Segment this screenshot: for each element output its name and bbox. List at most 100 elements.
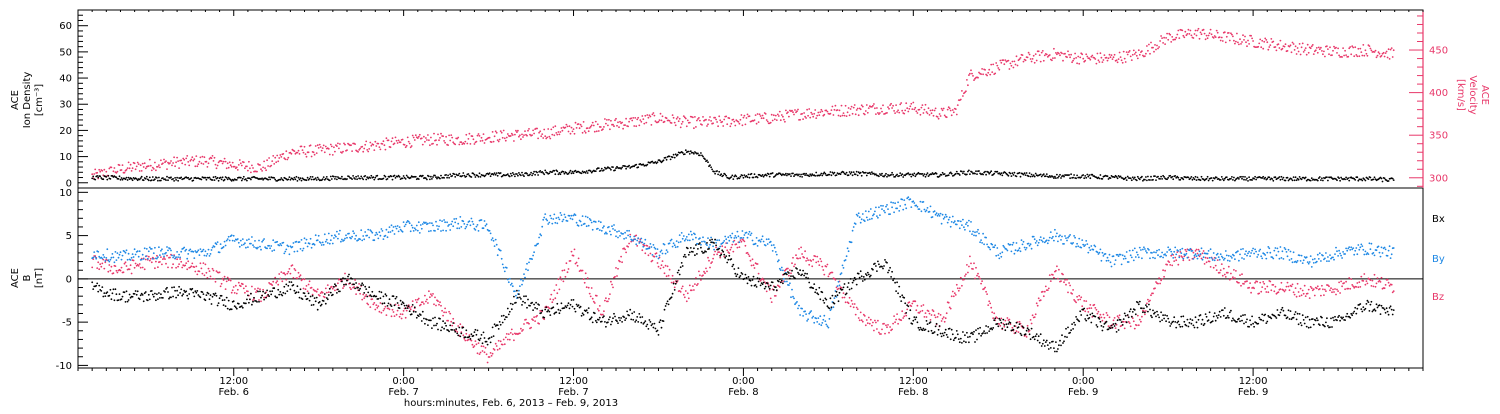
- data-point: [413, 230, 415, 232]
- data-point: [1086, 243, 1088, 245]
- data-point: [1076, 296, 1078, 298]
- data-point: [1340, 281, 1342, 283]
- data-point: [1016, 176, 1018, 178]
- data-point: [469, 133, 471, 135]
- data-point: [1356, 176, 1358, 178]
- data-point: [1336, 52, 1338, 54]
- data-point: [866, 104, 868, 106]
- data-point: [659, 255, 661, 257]
- data-point: [411, 225, 413, 227]
- data-point: [328, 233, 330, 235]
- data-point: [1008, 175, 1010, 177]
- data-point: [326, 292, 328, 294]
- data-point: [975, 267, 977, 269]
- data-point: [599, 229, 601, 231]
- data-point: [1141, 50, 1143, 52]
- data-point: [214, 179, 216, 181]
- data-point: [891, 206, 893, 208]
- data-point: [1212, 180, 1214, 182]
- data-point: [999, 325, 1001, 327]
- data-point: [1221, 37, 1223, 39]
- data-point: [334, 151, 336, 153]
- data-point: [1077, 56, 1079, 58]
- data-point: [299, 276, 301, 278]
- data-point: [767, 243, 769, 245]
- data-point: [987, 171, 989, 173]
- data-point: [597, 123, 599, 125]
- data-point: [1110, 261, 1112, 263]
- data-point: [412, 135, 414, 137]
- data-point: [793, 266, 795, 268]
- data-point: [394, 315, 396, 317]
- data-point: [636, 245, 638, 247]
- data-point: [1056, 233, 1058, 235]
- data-point: [1222, 275, 1224, 277]
- data-point: [1321, 285, 1323, 287]
- data-point: [493, 240, 495, 242]
- data-point: [965, 223, 967, 225]
- data-point: [244, 242, 246, 244]
- data-point: [681, 123, 683, 125]
- data-point: [462, 220, 464, 222]
- data-point: [1309, 297, 1311, 299]
- data-point: [268, 245, 270, 247]
- data-point: [880, 174, 882, 176]
- data-point: [959, 287, 961, 289]
- data-point: [861, 319, 863, 321]
- data-point: [857, 175, 859, 177]
- data-point: [935, 214, 937, 216]
- data-point: [1079, 299, 1081, 301]
- data-point: [1203, 250, 1205, 252]
- data-point: [520, 138, 522, 140]
- data-point: [717, 125, 719, 127]
- data-point: [276, 280, 278, 282]
- data-point: [1157, 48, 1159, 50]
- data-point: [225, 161, 227, 163]
- data-point: [894, 321, 896, 323]
- data-point: [107, 175, 109, 177]
- bottom-panel-data: [91, 196, 1394, 363]
- data-point: [149, 260, 151, 262]
- data-point: [279, 243, 281, 245]
- data-point: [915, 309, 917, 311]
- data-point: [621, 261, 623, 263]
- data-point: [725, 175, 727, 177]
- data-point: [160, 159, 162, 161]
- data-point: [580, 124, 582, 126]
- data-point: [810, 310, 812, 312]
- data-point: [122, 164, 124, 166]
- data-point: [1093, 304, 1095, 306]
- data-point: [1382, 181, 1384, 183]
- data-point: [489, 230, 491, 232]
- data-point: [244, 167, 246, 169]
- data-point: [686, 236, 688, 238]
- data-point: [214, 157, 216, 159]
- data-point: [1021, 239, 1023, 241]
- data-point: [944, 321, 946, 323]
- data-point: [1295, 45, 1297, 47]
- data-point: [357, 151, 359, 153]
- data-point: [1122, 254, 1124, 256]
- data-point: [669, 156, 671, 158]
- data-point: [1102, 320, 1104, 322]
- data-point: [549, 215, 551, 217]
- data-point: [414, 227, 416, 229]
- data-point: [1193, 252, 1195, 254]
- data-point: [321, 244, 323, 246]
- data-point: [729, 249, 731, 251]
- data-point: [1320, 179, 1322, 181]
- data-point: [694, 233, 696, 235]
- data-point: [98, 169, 100, 171]
- data-point: [1145, 53, 1147, 55]
- data-point: [831, 174, 833, 176]
- data-point: [742, 175, 744, 177]
- data-point: [704, 241, 706, 243]
- data-point: [808, 175, 810, 177]
- data-point: [802, 315, 804, 317]
- data-point: [1241, 41, 1243, 43]
- data-point: [1003, 326, 1005, 328]
- data-point: [909, 198, 911, 200]
- data-point: [1375, 286, 1377, 288]
- data-point: [377, 238, 379, 240]
- data-point: [427, 223, 429, 225]
